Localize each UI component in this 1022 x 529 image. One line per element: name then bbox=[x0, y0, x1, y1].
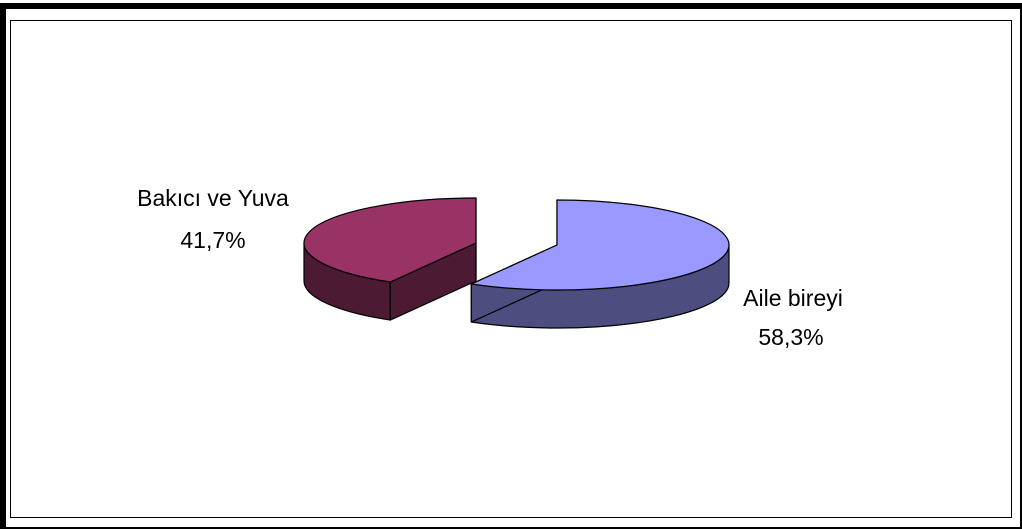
pie-slices bbox=[303, 197, 730, 329]
pie-labels: Bakıcı ve Yuva 41,7% Aile bireyi 58,3% bbox=[137, 185, 843, 350]
pie-slice-0 bbox=[303, 197, 477, 283]
slice-label-value-1: 58,3% bbox=[758, 324, 823, 350]
slice-label-category-0: Bakıcı ve Yuva bbox=[137, 185, 289, 211]
slice-label-category-1: Aile bireyi bbox=[743, 285, 843, 311]
pie-slice-1 bbox=[470, 199, 730, 291]
slice-label-value-0: 41,7% bbox=[180, 227, 245, 253]
